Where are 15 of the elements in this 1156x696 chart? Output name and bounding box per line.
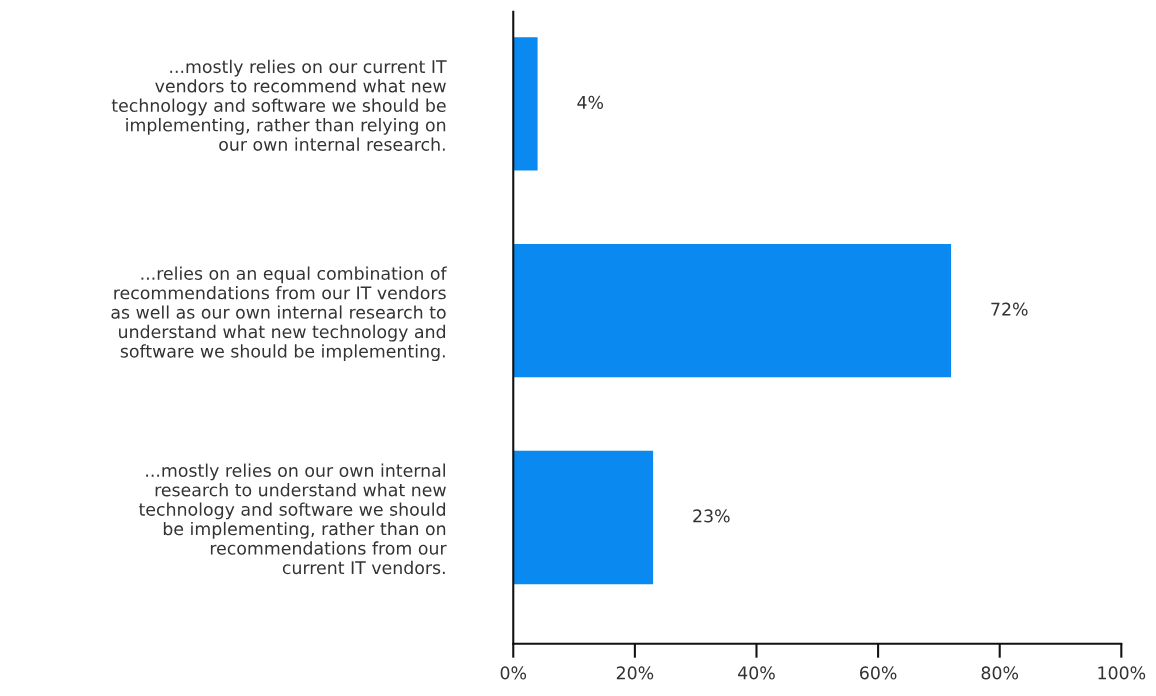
- data-label: 4%: [577, 95, 604, 109]
- bar: [513, 450, 654, 585]
- y-tick-label: ...relies on an equal combination of recommendations from our IT vendors as well as our own internal research to understand what new technology and software we should be implementing.: [111, 266, 447, 362]
- y-tick-label: ...mostly relies on our own internal research to understand what new technology and software we should be implementing, rather than on recommendations from our current IT vendors.: [138, 463, 447, 575]
- y-tick-label: ...mostly relies on our current IT vendors to recommend what new technology and software we should be implementing, rather than relying on our own internal research.: [111, 59, 447, 151]
- data-label: 23%: [693, 509, 730, 523]
- bar: [513, 37, 538, 171]
- bar: [513, 243, 952, 378]
- x-tick-label: 0%: [500, 666, 527, 680]
- x-tick-label: 40%: [738, 666, 775, 680]
- x-tick-label: 100%: [1098, 666, 1146, 680]
- x-tick-label: 80%: [981, 666, 1019, 680]
- data-label: 72%: [991, 302, 1028, 316]
- x-tick-label: 60%: [860, 666, 897, 680]
- x-tick-label: 20%: [616, 666, 654, 680]
